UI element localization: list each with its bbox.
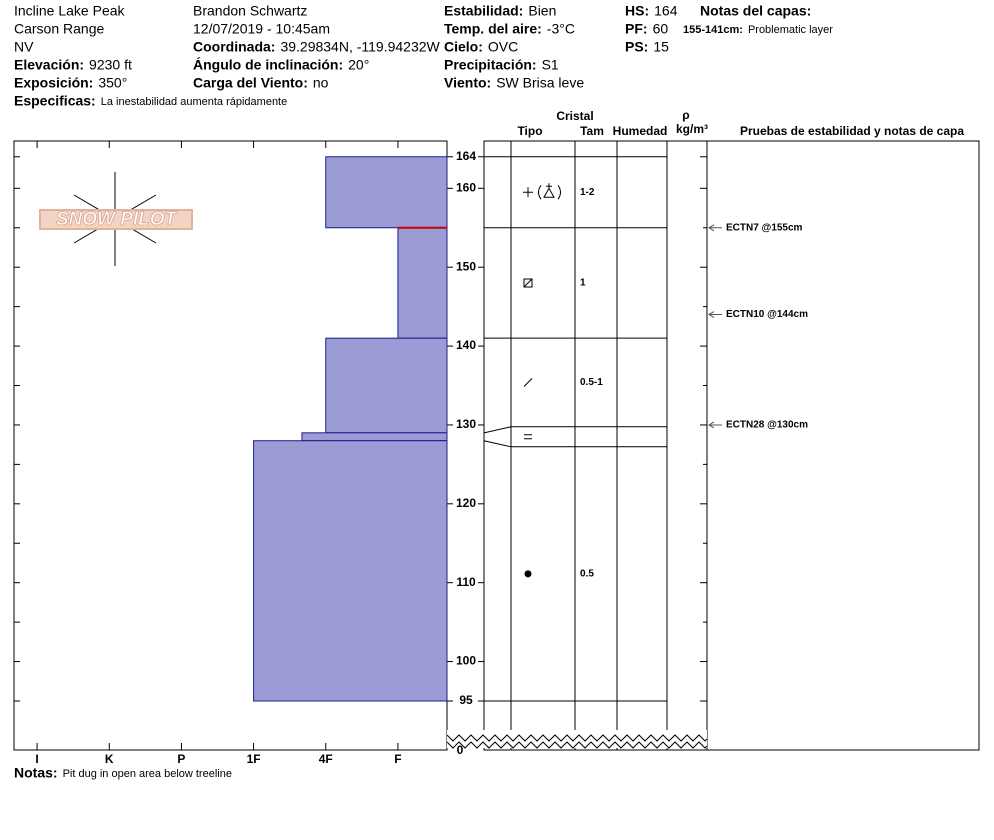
break-tick-label: 0 bbox=[457, 743, 464, 757]
grain-size: 0.5-1 bbox=[580, 377, 603, 388]
header-field-label: Exposición: bbox=[14, 75, 93, 91]
header-field-value: OVC bbox=[488, 39, 518, 55]
header-field-value: 60 bbox=[653, 21, 669, 37]
header-text: NV bbox=[14, 39, 34, 55]
layer-notes-title: Notas del capas: bbox=[700, 3, 811, 19]
header-field-value: 15 bbox=[653, 39, 669, 55]
grain-symbol bbox=[523, 278, 533, 288]
x-tick-label: I bbox=[35, 752, 38, 766]
y-tick-label: 160 bbox=[456, 180, 476, 194]
header-field-value: Bien bbox=[528, 3, 556, 19]
hardness-bar bbox=[397, 227, 448, 339]
specifics-value: La inestabilidad aumenta rápidamente bbox=[101, 96, 288, 108]
header-field-label: PF: bbox=[625, 21, 648, 37]
logo-text: SNOW PILOT bbox=[56, 209, 178, 230]
test-label: ECTN10 @144cm bbox=[726, 309, 808, 320]
header-field-label: Ángulo de inclinación: bbox=[193, 57, 343, 73]
header-field-label: HS: bbox=[625, 3, 649, 19]
x-tick-label: 1F bbox=[247, 752, 261, 766]
header-text: Incline Lake Peak bbox=[14, 3, 126, 19]
header-field-value: 9230 ft bbox=[89, 57, 132, 73]
header-field-value: S1 bbox=[542, 57, 559, 73]
header-field-value: 39.29834N, -119.94232W bbox=[280, 39, 440, 55]
test-label: ECTN28 @130cm bbox=[726, 420, 808, 431]
axis-break bbox=[446, 734, 708, 742]
y-tick-label: 100 bbox=[456, 654, 476, 668]
header-field-value: SW Brisa leve bbox=[496, 75, 584, 91]
header-field-value: 20° bbox=[348, 57, 369, 73]
grain-size: 1-2 bbox=[580, 187, 595, 198]
break-mask bbox=[447, 730, 707, 748]
test-arrow bbox=[708, 421, 722, 429]
layer-note-label: 155-141cm: bbox=[683, 24, 743, 36]
header-field-label: Temp. del aire: bbox=[444, 21, 542, 37]
y-tick-label: 140 bbox=[456, 338, 476, 352]
header-field-label: PS: bbox=[625, 39, 648, 55]
layer-connector bbox=[483, 440, 512, 448]
y-tick-label: 164 bbox=[456, 149, 476, 163]
header-field-value: no bbox=[313, 75, 329, 91]
column-header: Tipo bbox=[517, 124, 542, 138]
header-field-label: Elevación: bbox=[14, 57, 84, 73]
header-text: Carson Range bbox=[14, 21, 104, 37]
column-header: kg/m³ bbox=[676, 122, 708, 136]
notes-label: Notas: bbox=[14, 765, 58, 781]
header-field-label: Viento: bbox=[444, 75, 491, 91]
column-header: Pruebas de estabilidad y notas de capa bbox=[740, 124, 964, 138]
hardness-bar bbox=[301, 432, 448, 442]
layer-note-value: Problematic layer bbox=[748, 24, 833, 36]
column-header: Humedad bbox=[613, 124, 668, 138]
axis-break bbox=[446, 741, 708, 749]
grain-symbol bbox=[523, 183, 561, 200]
header-field-label: Cielo: bbox=[444, 39, 483, 55]
x-tick-label: 4F bbox=[319, 752, 333, 766]
grain-symbol bbox=[524, 434, 532, 440]
y-tick-label: 150 bbox=[456, 259, 476, 273]
header-field-label: Precipitación: bbox=[444, 57, 537, 73]
y-tick-label: 130 bbox=[456, 417, 476, 431]
logo bbox=[39, 172, 193, 266]
x-tick-label: P bbox=[177, 752, 185, 766]
notes-value: Pit dug in open area below treeline bbox=[63, 768, 232, 780]
column-header: ρ bbox=[682, 108, 689, 122]
test-arrow bbox=[708, 224, 722, 232]
test-label: ECTN7 @155cm bbox=[726, 222, 803, 233]
header-field-label: Carga del Viento: bbox=[193, 75, 308, 91]
header-field-value: -3°C bbox=[547, 21, 575, 37]
y-tick-label: 110 bbox=[456, 575, 476, 589]
hardness-bar bbox=[253, 440, 448, 702]
y-tick-label: 120 bbox=[456, 496, 476, 510]
grain-symbol bbox=[524, 570, 532, 578]
layer-connector bbox=[483, 426, 512, 434]
x-tick-label: K bbox=[105, 752, 114, 766]
grain-size: 1 bbox=[580, 278, 586, 289]
layer-panel-frame bbox=[483, 140, 980, 751]
test-arrow bbox=[708, 311, 722, 318]
column-header: Tam bbox=[580, 124, 604, 138]
hardness-bar bbox=[325, 156, 448, 229]
specifics-label: Especificas: bbox=[14, 93, 96, 109]
header-field-value: 164 bbox=[654, 3, 678, 19]
header-field-label: Coordinada: bbox=[193, 39, 275, 55]
header-field-label: Estabilidad: bbox=[444, 3, 523, 19]
column-dividers bbox=[510, 141, 708, 750]
header-text: 12/07/2019 - 10:45am bbox=[193, 21, 330, 37]
hardness-bar bbox=[325, 337, 448, 434]
grain-size: 0.5 bbox=[580, 569, 594, 580]
header-field-value: 350° bbox=[98, 75, 127, 91]
column-header: Cristal bbox=[556, 109, 593, 123]
grain-symbol bbox=[523, 378, 533, 387]
x-tick-label: F bbox=[394, 752, 401, 766]
y-tick-label: 95 bbox=[459, 693, 473, 707]
header-text: Brandon Schwartz bbox=[193, 3, 307, 19]
